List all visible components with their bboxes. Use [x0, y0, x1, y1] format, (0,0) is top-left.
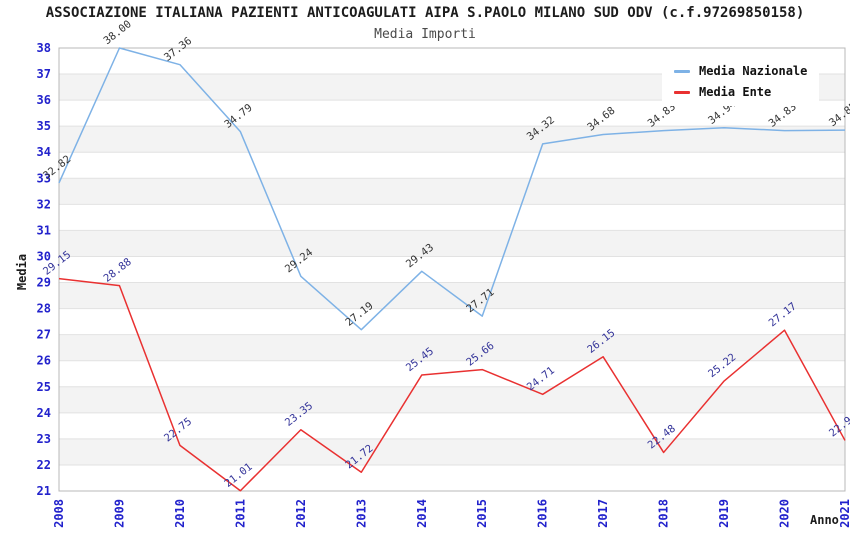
- y-tick-label: 26: [37, 354, 51, 368]
- grid-band: [59, 230, 845, 257]
- x-tick-label: 2008: [52, 499, 66, 528]
- y-tick-label: 34: [37, 145, 51, 159]
- legend-label: Media Ente: [699, 85, 772, 99]
- y-tick-label: 21: [37, 484, 51, 498]
- y-tick-label: 35: [37, 119, 51, 133]
- y-axis-label: Media: [15, 253, 29, 291]
- y-tick-label: 24: [37, 406, 51, 420]
- x-tick-label: 2019: [717, 499, 731, 528]
- chart-subtitle: Media Importi: [374, 27, 476, 42]
- grid-band: [59, 282, 845, 309]
- series-line-media-ente: [58, 277, 846, 492]
- x-tick-label: 2021: [838, 499, 850, 528]
- x-tick-label: 2017: [596, 499, 610, 528]
- y-tick-label: 23: [37, 432, 51, 446]
- y-tick-label: 29: [37, 276, 51, 290]
- legend-label: Media Nazionale: [699, 64, 808, 78]
- grid-band: [59, 126, 845, 153]
- y-tick-label: 31: [37, 223, 51, 237]
- y-tick-label: 36: [37, 93, 51, 107]
- series-line-media-nazionale: [58, 47, 846, 331]
- point-value-label: 34.85: [827, 100, 850, 129]
- x-tick-label: 2015: [475, 499, 489, 528]
- y-tick-label: 28: [37, 302, 51, 316]
- x-tick-label: 2009: [112, 499, 126, 528]
- x-tick-label: 2012: [294, 499, 308, 528]
- y-tick-label: 37: [37, 67, 51, 81]
- y-tick-label: 22: [37, 458, 51, 472]
- legend-item-media-ente: Media Ente: [674, 85, 807, 99]
- x-tick-label: 2010: [173, 499, 187, 528]
- x-tick-label: 2013: [354, 499, 368, 528]
- legend-swatch-ente-line-icon: [674, 90, 690, 94]
- grid-band: [59, 178, 845, 205]
- grid-band: [59, 386, 845, 413]
- y-tick-label: 32: [37, 197, 51, 211]
- x-tick-label: 2011: [233, 499, 247, 528]
- plot-border: [58, 47, 846, 492]
- legend-swatch-nazionale-line-icon: [674, 69, 690, 73]
- x-tick-label: 2016: [536, 499, 550, 528]
- point-value-label: 28.88: [101, 256, 133, 285]
- y-tick-label: 38: [37, 41, 51, 55]
- y-tick-label: 30: [37, 249, 51, 263]
- legend: Media Nazionale Media Ente: [662, 57, 820, 106]
- x-tick-label: 2018: [657, 499, 671, 528]
- y-tick-label: 33: [37, 171, 51, 185]
- y-tick-label: 25: [37, 380, 51, 394]
- y-tick-label: 27: [37, 328, 51, 342]
- x-axis-label: Anno: [810, 513, 839, 527]
- x-tick-label: 2014: [415, 499, 429, 528]
- grid-band: [59, 438, 845, 465]
- x-tick-label: 2020: [778, 499, 792, 528]
- legend-item-media-nazionale: Media Nazionale: [674, 64, 807, 78]
- grid-band: [59, 334, 845, 361]
- chart-title: ASSOCIAZIONE ITALIANA PAZIENTI ANTICOAGU…: [45, 5, 805, 21]
